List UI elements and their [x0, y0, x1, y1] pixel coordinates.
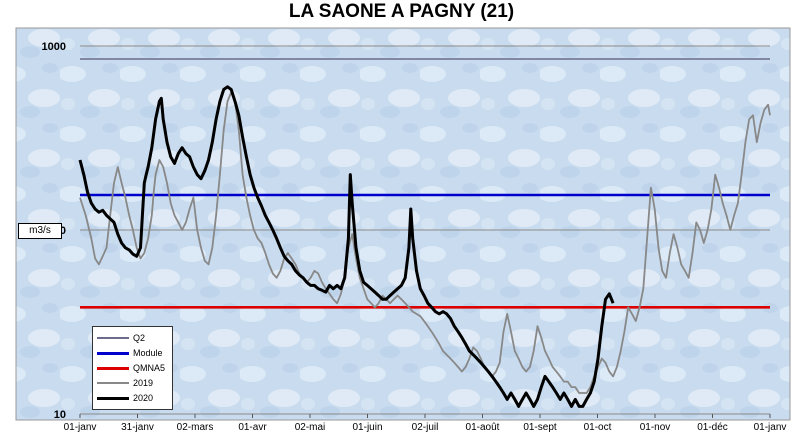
x-tick-6: 02-juil	[412, 422, 439, 433]
series-group	[78, 58, 771, 408]
x-tick-labels: 01-janv 31-janv 02-mars 01-avr 02-mai 01-juin…	[64, 414, 787, 433]
legend-label: Q2	[133, 333, 146, 343]
x-tick-5: 01-juin	[352, 422, 382, 433]
x-tick-11: 01-déc	[697, 422, 728, 433]
x-tick-3: 01-avr	[238, 422, 267, 433]
x-tick-12: 01-janv	[754, 422, 787, 433]
y-tick-0: 10	[54, 409, 66, 421]
series-line-2020	[78, 85, 615, 408]
legend-label: 2019	[133, 378, 154, 388]
legend-label: 2020	[133, 393, 154, 403]
legend: Q2 Module QMNA5 2019 2020	[92, 326, 173, 410]
x-tick-10: 01-nov	[640, 422, 671, 433]
legend-item-qmna5: QMNA5	[97, 361, 171, 375]
legend-item-q2: Q2	[97, 331, 171, 345]
legend-swatch	[97, 352, 129, 355]
legend-label: QMNA5	[133, 363, 166, 373]
x-tick-1: 31-janv	[121, 422, 154, 433]
x-tick-7: 01-août	[466, 422, 500, 433]
legend-swatch	[97, 337, 129, 339]
legend-label: Module	[133, 348, 163, 358]
series-line-2019	[79, 91, 771, 394]
legend-item-2020: 2020	[97, 391, 171, 405]
chart-title: LA SAONE A PAGNY (21)	[288, 1, 515, 22]
x-tick-2: 02-mars	[177, 422, 214, 433]
y-axis-label: m3/s	[18, 223, 62, 239]
x-tick-0: 01-janv	[64, 422, 97, 433]
legend-item-module: Module	[97, 346, 171, 360]
x-tick-4: 02-mai	[295, 422, 326, 433]
legend-swatch	[97, 397, 129, 400]
y-tick-2: 1000	[42, 41, 66, 53]
x-tick-9: 01-oct	[584, 422, 612, 433]
legend-swatch	[97, 382, 129, 384]
legend-item-2019: 2019	[97, 376, 171, 390]
legend-swatch	[97, 367, 129, 370]
x-tick-8: 01-sept	[523, 422, 557, 433]
